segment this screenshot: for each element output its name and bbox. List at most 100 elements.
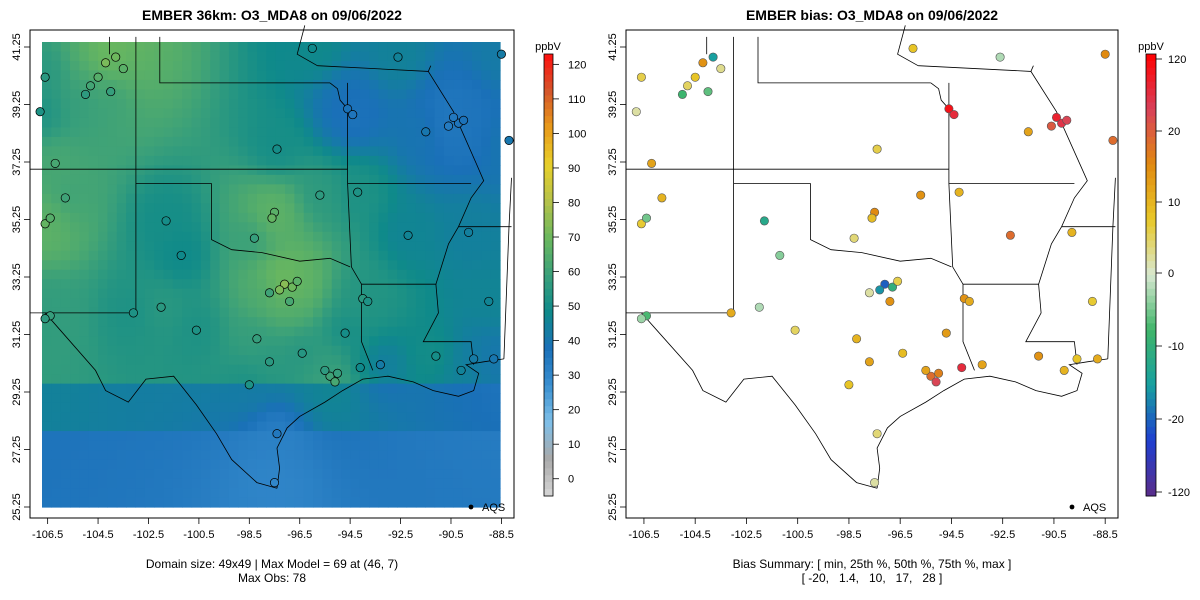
aqs-site-point [456, 365, 466, 375]
colorbar-frame [1145, 53, 1157, 497]
aqs-site-point [176, 250, 186, 260]
y-tick-label: 35.25 [11, 206, 23, 234]
colorbar-tick-label: 120 [568, 59, 586, 71]
aqs-bias-point [870, 478, 880, 488]
aqs-site-point [469, 354, 479, 364]
y-axis: 25.25 27.25 29.25 31.25 33.25 35.25 37.25 39.25… [607, 33, 626, 521]
aqs-bias-point [631, 107, 641, 117]
bias-summary-header: Bias Summary: [ min, 25th %, 50th %, 75t… [733, 557, 1012, 571]
y-tick-label: 39.25 [11, 91, 23, 119]
aqs-site-point [459, 115, 469, 125]
x-tick-label: -106.5 [32, 529, 63, 541]
aqs-site-point [118, 64, 128, 74]
aqs-site-point [375, 360, 385, 370]
aqs-site-point [489, 354, 499, 364]
aqs-bias-point [1062, 115, 1072, 125]
y-tick-label: 31.25 [607, 321, 619, 349]
aqs-bias-point [790, 325, 800, 335]
y-tick-label: 41.25 [607, 33, 619, 61]
y-tick-label: 33.25 [11, 263, 23, 291]
aqs-site-point [421, 127, 431, 137]
y-tick-label: 27.25 [11, 436, 23, 464]
y-tick-label: 39.25 [607, 91, 619, 119]
aqs-site-point [244, 380, 254, 390]
x-tick-label: -96.5 [287, 529, 312, 541]
aqs-bias-point [1023, 127, 1033, 137]
x-axis: -106.5 -104.5 -102.5 -100.5 -98.5 -96.5 -94.5 -… [32, 518, 514, 541]
colorbar-tick-label: 100 [568, 128, 586, 140]
y-tick-label: 35.25 [607, 206, 619, 234]
x-tick-label: -98.5 [836, 529, 861, 541]
colorbar-units: ppbV [1138, 41, 1164, 53]
aqs-observation-points [35, 43, 514, 488]
aqs-bias-point [916, 190, 926, 200]
aqs-site-point [332, 368, 343, 378]
model-heatmap [42, 42, 501, 508]
domain-size-summary: Domain size: 49x49 | Max Model = 69 at (… [146, 557, 398, 571]
aqs-bias-points [631, 43, 1118, 488]
aqs-site-point [264, 288, 275, 298]
aqs-site-point [264, 357, 275, 367]
aqs-site-point [269, 478, 280, 488]
aqs-bias-point [716, 64, 726, 74]
aqs-legend: AQS [1069, 502, 1106, 514]
aqs-bias-point [708, 52, 718, 62]
aqs-site-point [111, 52, 121, 62]
aqs-bias-point [977, 360, 987, 370]
aqs-bias-point [775, 250, 785, 260]
x-tick-label: -106.5 [628, 529, 659, 541]
aqs-site-point [320, 365, 330, 375]
aqs-bias-point [849, 233, 859, 243]
aqs-site-point [156, 302, 166, 312]
map-frame [29, 29, 515, 519]
aqs-bias-point [864, 288, 874, 298]
colorbar-tick-label: 110 [568, 94, 586, 106]
x-tick-label: -98.5 [237, 529, 262, 541]
aqs-site-point [443, 121, 454, 131]
aqs-bias-point [934, 368, 944, 378]
bias-summary-values: [ -20, 1.4, 10, 17, 28 ] [802, 571, 943, 585]
aqs-bias-point [867, 213, 877, 223]
aqs-bias-point [1100, 49, 1110, 59]
y-tick-label: 25.25 [11, 493, 23, 521]
aqs-bias-point [949, 110, 959, 120]
aqs-bias-point [682, 81, 692, 91]
aqs-bias-point [1046, 121, 1056, 131]
colorbar-tick-label: 10 [1168, 197, 1180, 209]
aqs-bias-point [1059, 365, 1069, 375]
y-tick-label: 27.25 [607, 436, 619, 464]
colorbar-tick-label: 10 [568, 439, 580, 451]
x-tick-label: -94.5 [939, 529, 964, 541]
aqs-bias-point [872, 144, 882, 154]
aqs-legend-dot [1069, 504, 1075, 510]
aqs-bias-point [1093, 354, 1103, 364]
aqs-site-point [161, 216, 171, 226]
aqs-bias-point [995, 52, 1005, 62]
aqs-bias-point [957, 363, 967, 373]
aqs-bias-point [1108, 135, 1118, 145]
aqs-site-point [40, 314, 50, 324]
colorbar-tick-label: 0 [568, 474, 574, 486]
aqs-site-point [393, 52, 403, 62]
x-axis: -106.5 -104.5 -102.5 -100.5 -98.5 -96.5 -94.5 -… [628, 518, 1118, 541]
aqs-site-point [191, 325, 201, 335]
aqs-bias-point [885, 296, 895, 306]
aqs-bias-point [726, 308, 736, 318]
y-tick-label: 29.25 [11, 378, 23, 406]
aqs-bias-point [1034, 351, 1044, 361]
aqs-bias-point [636, 72, 646, 82]
map-frame [625, 29, 1119, 519]
aqs-bias-point [921, 365, 931, 375]
aqs-bias-point [1087, 296, 1097, 306]
aqs-bias-point [872, 429, 882, 439]
aqs-bias-point [844, 380, 854, 390]
aqs-site-point [60, 193, 70, 203]
aqs-bias-point [926, 371, 936, 381]
aqs-site-point [464, 227, 474, 237]
x-tick-label: -88.5 [489, 529, 514, 541]
x-tick-label: -94.5 [338, 529, 363, 541]
aqs-site-point [35, 107, 45, 117]
aqs-bias-point [931, 377, 941, 387]
aqs-site-point [363, 296, 373, 306]
colorbar-tick-label: 80 [568, 197, 580, 209]
